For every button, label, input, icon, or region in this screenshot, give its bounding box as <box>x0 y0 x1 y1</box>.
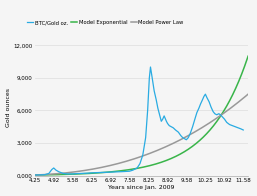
Model Power Law <box>160 147 163 150</box>
BTC/Gold oz. <box>109 171 112 173</box>
BTC/Gold oz. <box>219 114 222 116</box>
BTC/Gold oz. <box>149 66 152 68</box>
Line: BTC/Gold oz.: BTC/Gold oz. <box>35 67 243 175</box>
Y-axis label: Gold ounces: Gold ounces <box>6 88 11 127</box>
Model Exponential <box>136 167 139 170</box>
Model Power Law <box>241 97 244 100</box>
Model Exponential <box>134 167 137 170</box>
Model Exponential <box>160 161 163 163</box>
Model Power Law <box>134 157 137 159</box>
BTC/Gold oz. <box>144 136 147 139</box>
BTC/Gold oz. <box>215 114 218 116</box>
Line: Model Exponential: Model Exponential <box>35 56 248 175</box>
Model Power Law <box>208 122 211 124</box>
BTC/Gold oz. <box>166 122 169 125</box>
Model Power Law <box>246 93 250 95</box>
Model Exponential <box>246 55 250 57</box>
X-axis label: Years since Jan. 2009: Years since Jan. 2009 <box>108 185 175 191</box>
Model Power Law <box>33 174 36 176</box>
BTC/Gold oz. <box>33 174 36 176</box>
Line: Model Power Law: Model Power Law <box>35 94 248 175</box>
Model Exponential <box>241 70 244 72</box>
Legend: BTC/Gold oz., Model Exponential, Model Power Law: BTC/Gold oz., Model Exponential, Model P… <box>24 18 186 27</box>
BTC/Gold oz. <box>242 129 245 131</box>
Model Power Law <box>149 152 152 154</box>
Model Exponential <box>208 129 211 132</box>
Model Exponential <box>149 164 152 167</box>
Model Exponential <box>33 174 36 176</box>
BTC/Gold oz. <box>225 121 228 123</box>
Model Power Law <box>136 157 139 159</box>
